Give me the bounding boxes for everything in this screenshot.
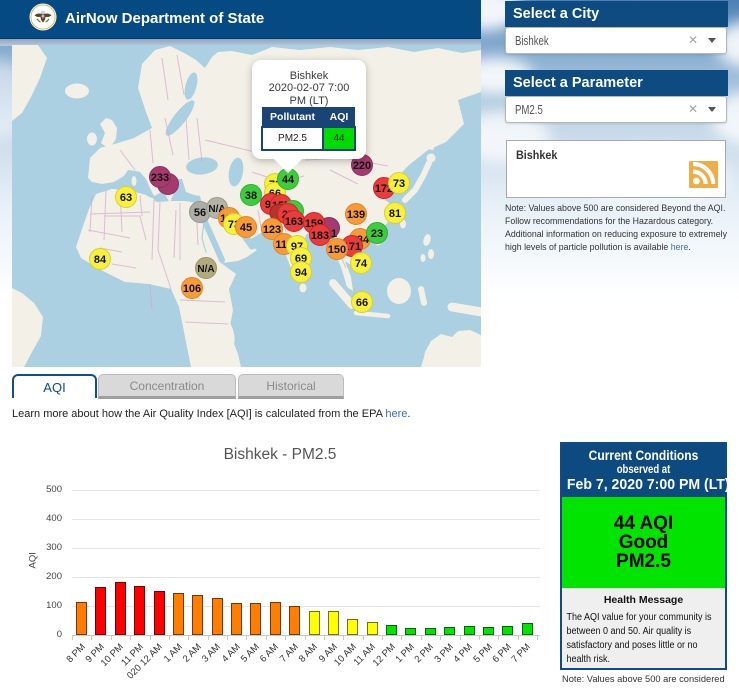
svg-text:56: 56 — [194, 207, 206, 219]
svg-text:220: 220 — [353, 160, 371, 172]
svg-text:66: 66 — [356, 297, 368, 309]
svg-text:38: 38 — [245, 190, 257, 202]
svg-text:73: 73 — [393, 178, 405, 190]
svg-text:44: 44 — [282, 174, 295, 186]
svg-text:63: 63 — [120, 192, 132, 204]
svg-text:84: 84 — [94, 254, 107, 266]
svg-text:123: 123 — [263, 224, 281, 236]
svg-text:45: 45 — [240, 222, 252, 234]
svg-text:163: 163 — [285, 216, 303, 228]
svg-text:183: 183 — [311, 230, 329, 242]
svg-text:N/A: N/A — [197, 264, 214, 275]
svg-text:150: 150 — [328, 244, 346, 256]
svg-text:74: 74 — [355, 258, 368, 270]
svg-text:106: 106 — [183, 283, 201, 295]
svg-text:81: 81 — [389, 208, 401, 220]
svg-text:N/A: N/A — [208, 204, 225, 215]
svg-text:139: 139 — [347, 209, 365, 221]
svg-text:23: 23 — [371, 228, 383, 240]
svg-text:1: 1 — [331, 228, 337, 240]
svg-text:233: 233 — [151, 172, 169, 184]
svg-text:94: 94 — [295, 267, 308, 279]
